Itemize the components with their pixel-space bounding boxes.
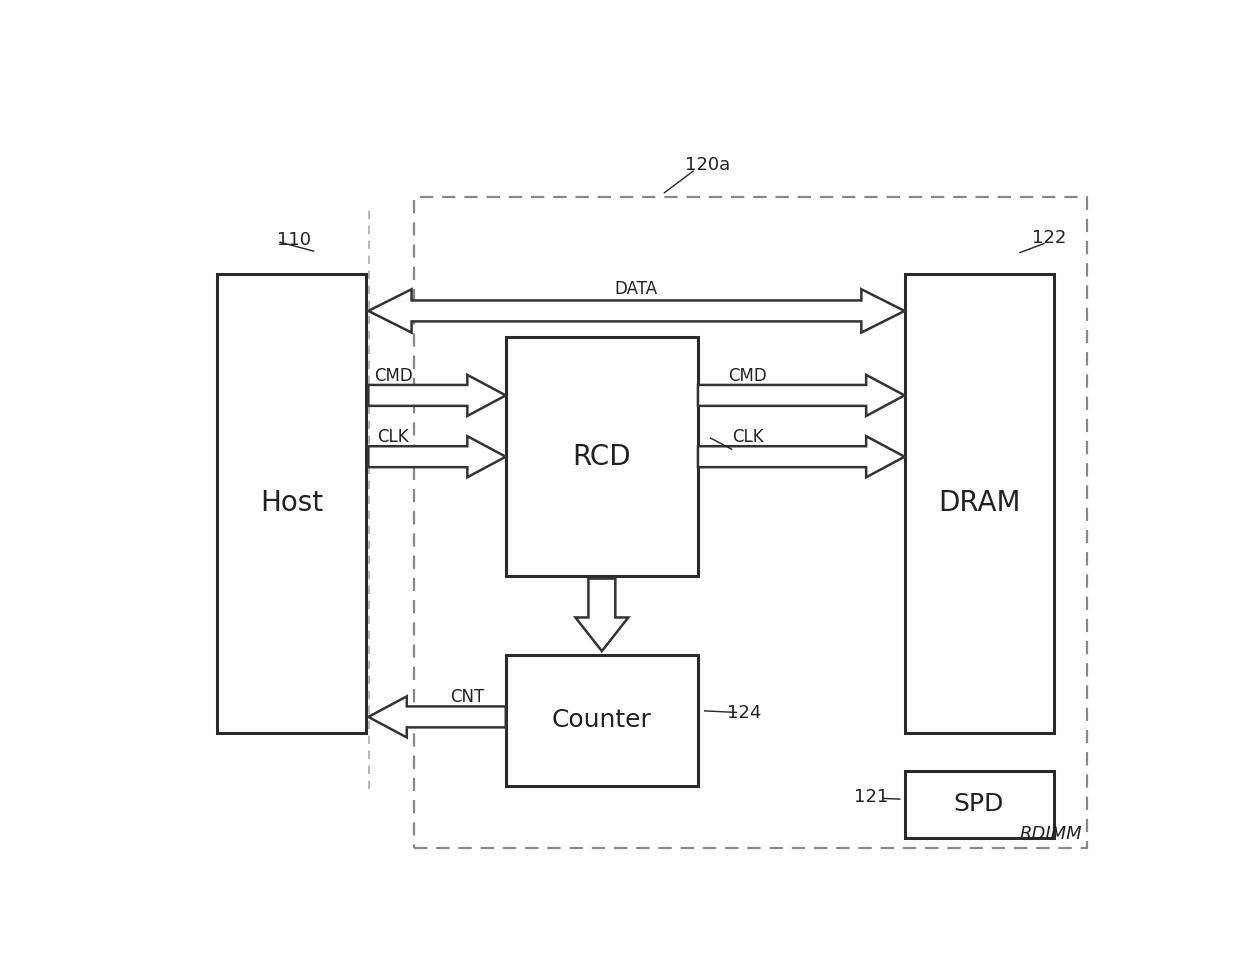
Text: CLK: CLK <box>732 428 764 447</box>
Polygon shape <box>368 289 905 333</box>
Polygon shape <box>698 436 905 478</box>
Bar <box>506 654 698 786</box>
Polygon shape <box>368 696 506 737</box>
Text: DRAM: DRAM <box>937 489 1021 518</box>
Polygon shape <box>368 375 506 416</box>
Text: CNT: CNT <box>450 688 485 707</box>
Bar <box>414 197 1087 848</box>
Text: RCD: RCD <box>573 443 631 471</box>
Text: RDIMM: RDIMM <box>1019 825 1083 843</box>
Polygon shape <box>575 579 629 652</box>
Text: 122: 122 <box>1032 228 1066 247</box>
Text: 110: 110 <box>278 231 311 249</box>
Bar <box>217 274 367 733</box>
Polygon shape <box>698 375 905 416</box>
Bar <box>905 274 1054 733</box>
Text: CMD: CMD <box>729 367 768 385</box>
Polygon shape <box>368 436 506 478</box>
Bar <box>905 771 1054 838</box>
Text: DATA: DATA <box>614 281 657 298</box>
Text: 124: 124 <box>727 704 761 722</box>
Text: CLK: CLK <box>377 428 409 447</box>
Text: CMD: CMD <box>374 367 413 385</box>
Text: 121: 121 <box>854 787 888 806</box>
Text: Host: Host <box>260 489 324 518</box>
Text: Counter: Counter <box>552 708 652 732</box>
Text: SPD: SPD <box>954 792 1004 817</box>
Text: 120a: 120a <box>684 156 730 174</box>
Text: 123: 123 <box>724 446 759 463</box>
Bar <box>506 337 698 577</box>
